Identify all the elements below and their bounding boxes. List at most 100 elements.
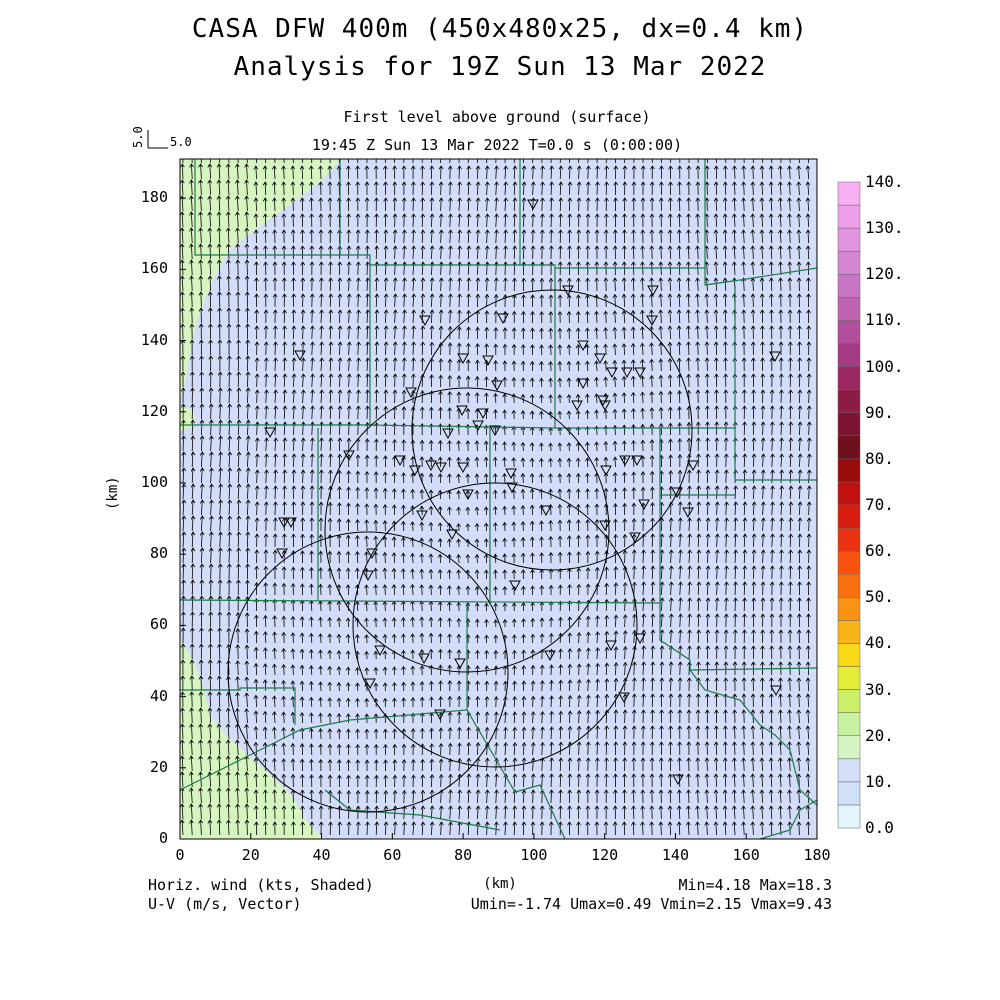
wind-vector-arrow bbox=[347, 341, 352, 356]
wind-vector-arrow bbox=[576, 725, 582, 740]
wind-vector-arrow bbox=[557, 327, 563, 340]
wind-vector-arrow bbox=[281, 758, 286, 772]
wind-vector-arrow bbox=[419, 632, 425, 644]
wind-vector-arrow bbox=[227, 467, 233, 484]
wind-vector-arrow bbox=[346, 405, 352, 420]
wind-vector-arrow bbox=[807, 469, 812, 484]
wind-vector-arrow bbox=[658, 773, 664, 788]
wind-vector-arrow bbox=[420, 181, 425, 196]
wind-vector-arrow bbox=[456, 569, 461, 580]
wind-vector-arrow bbox=[411, 181, 416, 196]
wind-vector-arrow bbox=[392, 229, 398, 244]
wind-vector-arrow bbox=[530, 552, 535, 564]
wind-vector-arrow bbox=[218, 515, 223, 532]
wind-vector-arrow bbox=[585, 472, 590, 484]
wind-vector-arrow bbox=[272, 598, 278, 612]
wind-vector-arrow bbox=[484, 165, 490, 180]
wind-vector-arrow bbox=[805, 677, 811, 692]
wind-vector-arrow bbox=[696, 549, 702, 564]
wind-vector-arrow bbox=[759, 677, 765, 692]
y-tick-label: 100 bbox=[140, 472, 168, 491]
wind-vector-arrow bbox=[253, 197, 259, 212]
wind-vector-arrow bbox=[558, 165, 564, 180]
wind-vector-arrow bbox=[503, 821, 508, 836]
wind-vector-arrow bbox=[466, 181, 472, 196]
wind-vector-arrow bbox=[273, 469, 278, 484]
wind-vector-arrow bbox=[218, 547, 223, 564]
wind-vector-arrow bbox=[428, 439, 434, 452]
wind-vector-arrow bbox=[274, 159, 276, 164]
wind-vector-arrow bbox=[539, 664, 545, 676]
wind-vector-arrow bbox=[272, 789, 277, 804]
footer-uv-extrema: Umin=-1.74 Umax=0.49 Vmin=2.15 Vmax=9.43 bbox=[470, 895, 832, 913]
wind-vector-arrow bbox=[585, 277, 590, 292]
wind-vector-arrow bbox=[466, 197, 472, 212]
wind-vector-arrow bbox=[446, 538, 452, 548]
wind-vector-arrow bbox=[713, 293, 719, 308]
wind-vector-arrow bbox=[751, 597, 757, 612]
wind-vector-arrow bbox=[704, 181, 710, 196]
wind-vector-arrow bbox=[207, 659, 213, 676]
wind-vector-arrow bbox=[696, 437, 701, 452]
wind-vector-arrow bbox=[208, 643, 213, 660]
wind-vector-arrow bbox=[631, 439, 636, 452]
wind-vector-arrow bbox=[731, 213, 737, 228]
wind-vector-arrow bbox=[787, 309, 793, 324]
wind-vector-arrow bbox=[328, 277, 333, 292]
wind-vector-arrow bbox=[290, 648, 296, 660]
wind-vector-arrow bbox=[723, 341, 728, 356]
wind-vector-arrow bbox=[640, 471, 646, 484]
wind-vector-arrow bbox=[685, 309, 691, 324]
wind-vector-arrow bbox=[512, 165, 518, 180]
wind-vector-arrow bbox=[576, 534, 581, 548]
wind-vector-arrow bbox=[365, 277, 371, 292]
wind-vector-arrow bbox=[768, 213, 774, 228]
wind-vector-arrow bbox=[713, 341, 719, 356]
colorbar-swatch bbox=[837, 412, 861, 437]
wind-vector-arrow bbox=[181, 531, 187, 548]
wind-vector-arrow bbox=[797, 597, 802, 612]
wind-vector-arrow bbox=[696, 597, 702, 612]
wind-vector-arrow bbox=[373, 713, 379, 724]
wind-vector-arrow bbox=[198, 339, 204, 356]
wind-vector-arrow bbox=[309, 501, 315, 516]
wind-vector-arrow bbox=[667, 374, 673, 388]
wind-vector-arrow bbox=[190, 563, 196, 580]
wind-vector-arrow bbox=[530, 726, 536, 740]
wind-vector-arrow bbox=[548, 277, 554, 292]
wind-vector-arrow bbox=[787, 821, 792, 836]
wind-vector-arrow bbox=[484, 726, 490, 740]
colorbar-swatch bbox=[837, 435, 861, 460]
wind-vector-arrow bbox=[190, 403, 195, 420]
wind-vector-arrow bbox=[788, 581, 793, 596]
wind-vector-arrow bbox=[567, 805, 572, 820]
wind-vector-arrow bbox=[355, 728, 360, 740]
wind-vector-arrow bbox=[456, 522, 461, 532]
wind-vector-arrow bbox=[538, 442, 544, 452]
wind-vector-arrow bbox=[557, 457, 563, 468]
wind-vector-arrow bbox=[483, 456, 489, 468]
wind-vector-arrow bbox=[630, 309, 636, 324]
wind-vector-arrow bbox=[198, 723, 203, 740]
wind-vector-arrow bbox=[181, 579, 186, 596]
wind-vector-arrow bbox=[262, 165, 268, 180]
wind-vector-arrow bbox=[281, 261, 287, 276]
wind-vector-arrow bbox=[216, 723, 222, 740]
wind-vector-arrow bbox=[630, 375, 636, 388]
wind-vector-arrow bbox=[227, 419, 233, 436]
wind-vector-arrow bbox=[189, 659, 195, 676]
wind-vector-arrow bbox=[218, 451, 224, 468]
wind-vector-arrow bbox=[566, 310, 572, 324]
wind-vector-arrow bbox=[420, 245, 426, 260]
wind-vector-arrow bbox=[595, 646, 600, 660]
wind-vector-arrow bbox=[364, 487, 370, 500]
wind-vector-arrow bbox=[346, 309, 352, 324]
wind-vector-arrow bbox=[539, 410, 544, 420]
wind-vector-arrow bbox=[383, 341, 389, 356]
wind-vector-arrow bbox=[622, 773, 627, 788]
wind-vector-arrow bbox=[309, 229, 315, 244]
wind-vector-arrow bbox=[678, 597, 683, 612]
wind-vector-arrow bbox=[318, 696, 323, 708]
wind-vector-arrow bbox=[226, 291, 232, 308]
wind-vector-arrow bbox=[787, 325, 793, 340]
